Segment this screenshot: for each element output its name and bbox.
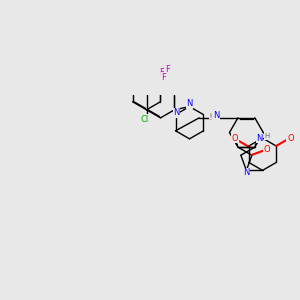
Text: O: O: [287, 134, 294, 142]
Text: F: F: [159, 68, 164, 77]
Text: H: H: [209, 113, 214, 119]
Text: N: N: [173, 108, 180, 117]
Text: Cl: Cl: [140, 115, 148, 124]
Text: N: N: [186, 99, 193, 108]
Text: N: N: [243, 168, 250, 177]
Text: F: F: [161, 73, 166, 82]
Text: N: N: [256, 134, 263, 142]
Text: H: H: [264, 134, 269, 140]
Text: F: F: [165, 65, 170, 74]
Text: O: O: [231, 134, 238, 142]
Text: O: O: [264, 145, 270, 154]
Text: N: N: [213, 111, 219, 120]
